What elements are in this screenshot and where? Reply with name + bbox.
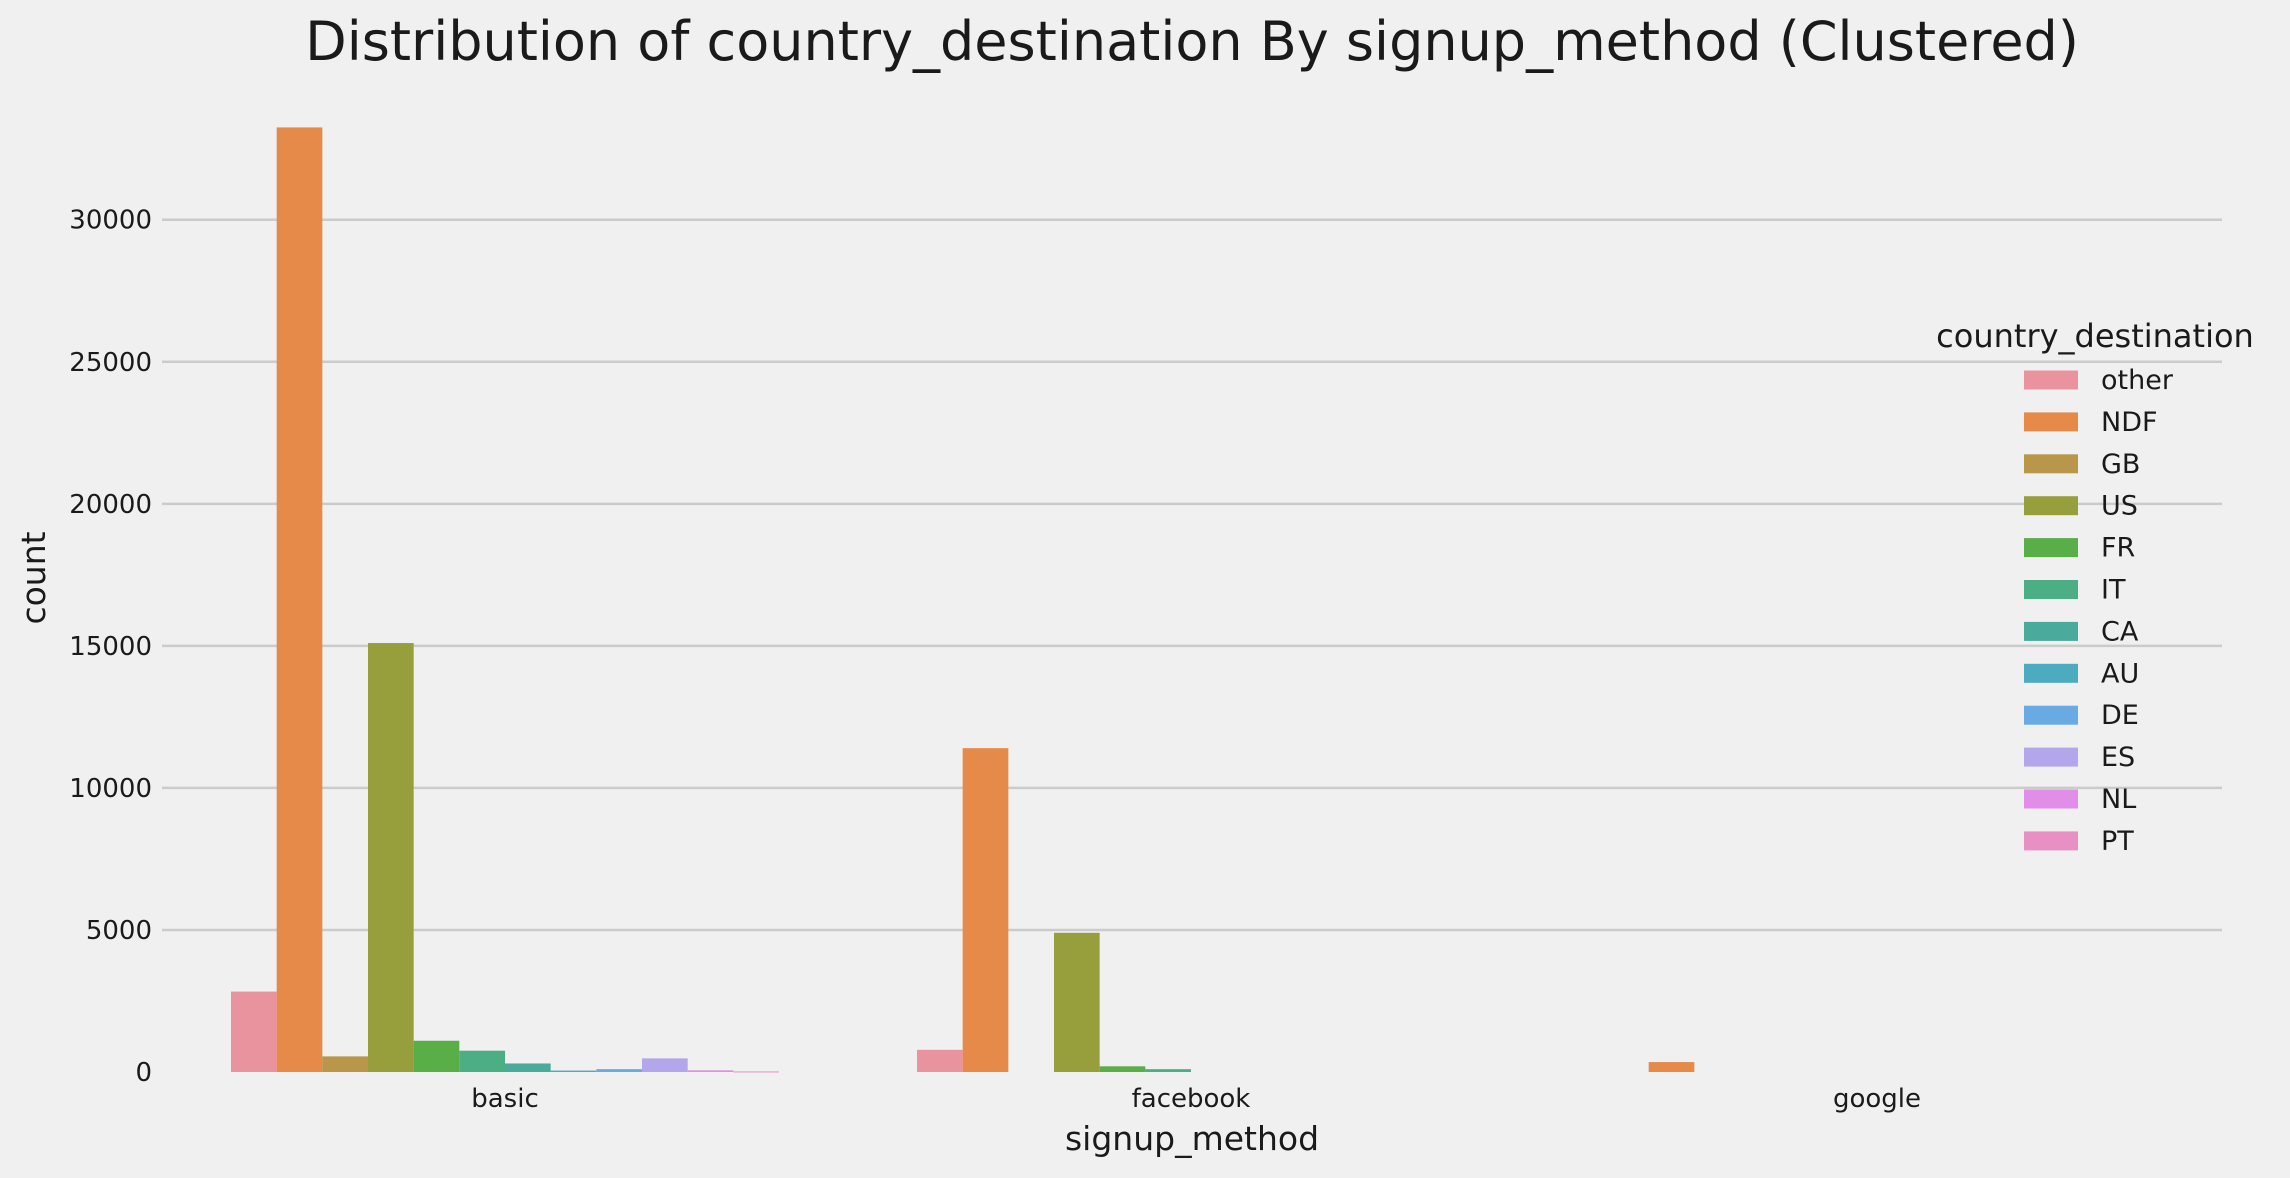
legend-label-PT: PT [2101,826,2134,857]
legend-swatch-NDF [2024,412,2078,432]
legend-label-US: US [2101,491,2138,522]
legend-label-IT: IT [2101,575,2126,606]
legend-swatch-AU [2024,663,2078,683]
x-tick-label: facebook [1132,1084,1251,1114]
bar-basic-other [231,991,277,1072]
legend-label-NL: NL [2101,784,2136,815]
legend-swatch-NL [2024,789,2078,809]
bar-basic-NDF [276,127,323,1073]
legend-label-FR: FR [2101,533,2135,564]
legend-title: country_destination [1936,317,2254,355]
bar-basic-DE [596,1069,642,1072]
bar-basic-US [368,643,414,1072]
legend-swatch-other [2024,370,2078,390]
y-tick-label: 25000 [69,348,152,378]
bar-basic-GB [322,1056,368,1072]
bar-basic-ES [642,1058,688,1072]
bar-google-NDF [1648,1062,1695,1072]
x-tick-label: google [1833,1084,1921,1114]
bar-basic-CA [505,1063,551,1072]
legend-label-CA: CA [2101,616,2139,647]
x-tick-layer: basic facebook google [471,1084,1921,1114]
legend-swatch-IT [2024,580,2078,599]
y-tick-label: 20000 [69,490,152,520]
x-tick-label: basic [471,1084,539,1114]
legend-swatch-DE [2024,705,2078,725]
bar-facebook-IT [1145,1069,1191,1072]
bars-layer [231,127,1695,1073]
legend-swatch-PT [2024,831,2078,851]
legend-label-ES: ES [2101,742,2135,773]
legend-swatch-ES [2024,747,2078,767]
y-axis-label: count [14,531,53,624]
y-tick-label: 30000 [69,206,152,236]
bar-facebook-US [1054,932,1100,1072]
legend-label-AU: AU [2101,658,2139,689]
legend: country_destination other NDF GB US FR IT CA AU… [1936,317,2254,857]
bar-basic-FR [413,1040,460,1072]
legend-label-DE: DE [2101,700,2139,731]
grid-layer [162,218,2222,932]
bar-basic-AU [550,1070,597,1072]
y-tick-label: 0 [135,1058,152,1088]
legend-swatch-FR [2024,538,2078,558]
x-axis-label: signup_method [1065,1119,1319,1158]
bar-facebook-other [917,1049,963,1072]
bar-basic-NL [687,1070,734,1072]
legend-label-NDF: NDF [2101,407,2158,438]
legend-swatch-GB [2024,454,2078,474]
legend-swatch-US [2024,496,2078,516]
y-tick-label: 5000 [86,916,152,946]
legend-swatch-CA [2024,621,2078,641]
legend-label-GB: GB [2101,449,2140,480]
bar-facebook-NDF [962,748,1009,1072]
y-tick-label: 15000 [69,632,152,662]
bar-basic-PT [733,1071,779,1073]
bar-facebook-FR [1099,1066,1146,1072]
y-tick-label: 10000 [69,774,152,804]
bar-basic-IT [459,1050,505,1072]
chart-title: Distribution of country_destination By s… [305,10,2079,73]
y-tick-layer: 0 5000 10000 15000 20000 25000 30000 [69,206,152,1088]
legend-label-other: other [2101,365,2174,396]
